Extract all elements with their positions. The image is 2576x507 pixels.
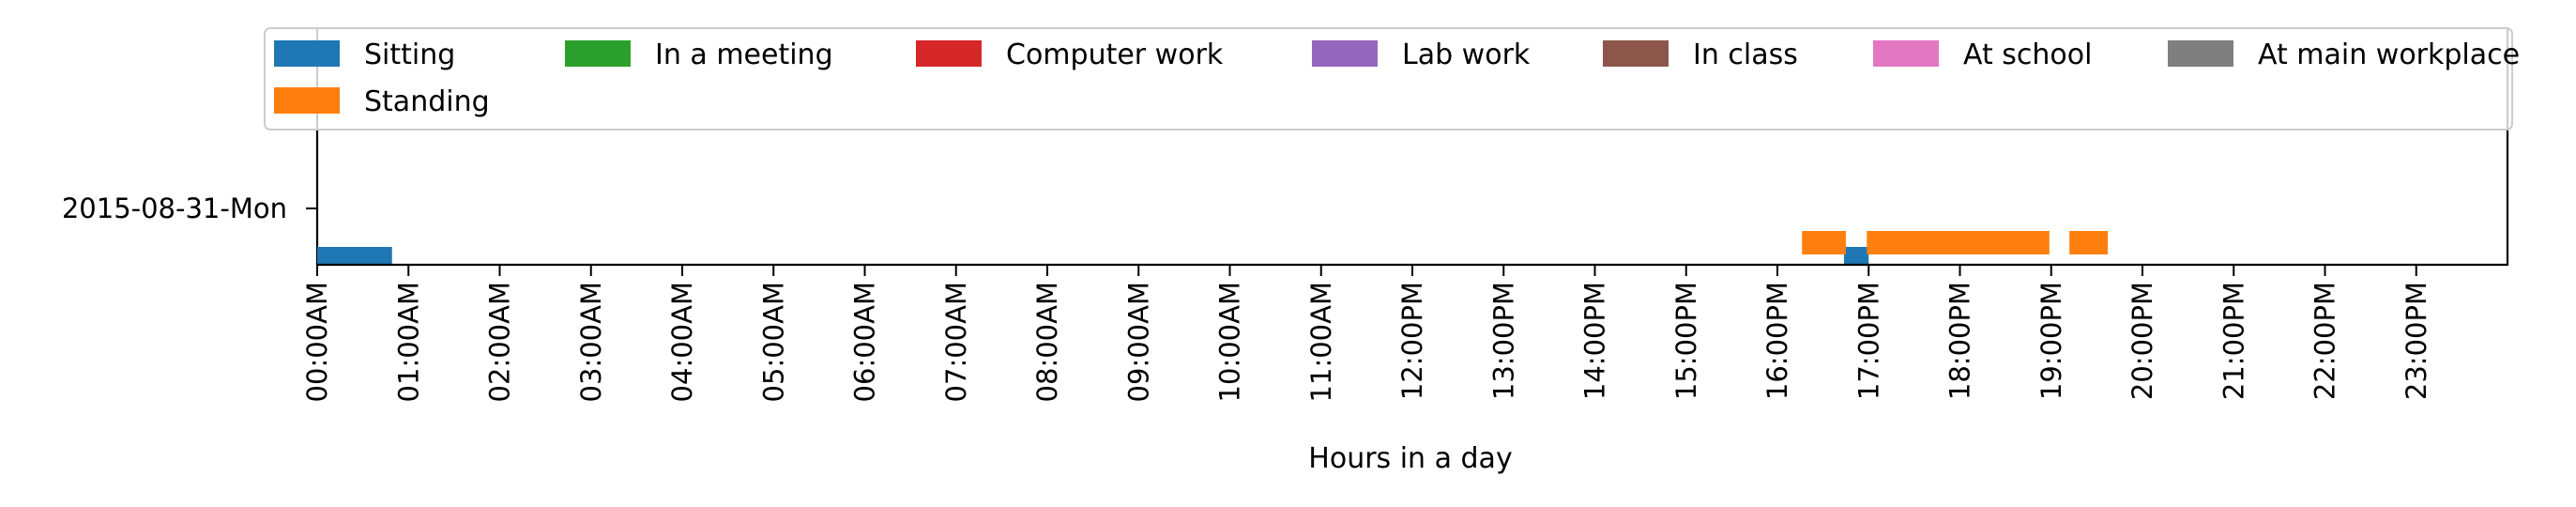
x-tick-label: 07:00AM: [940, 282, 972, 402]
x-tick-label: 21:00PM: [2218, 282, 2249, 400]
x-tick-label: 19:00PM: [2035, 282, 2067, 400]
x-tick-label: 22:00PM: [2309, 282, 2341, 400]
x-tick-label: 11:00AM: [1305, 282, 1337, 402]
x-tick-label: 17:00PM: [1852, 282, 1884, 400]
x-tick-label: 09:00AM: [1122, 282, 1154, 402]
y-tick-label: 2015-08-31-Mon: [62, 192, 287, 224]
x-tick-label: 14:00PM: [1579, 282, 1611, 400]
bar-sitting-0: [317, 247, 392, 265]
legend-swatch-in-class: [1603, 40, 1669, 67]
x-tick-label: 20:00PM: [2126, 282, 2158, 400]
x-tick-label: 03:00AM: [575, 282, 607, 402]
x-tick-label: 01:00AM: [392, 282, 424, 402]
legend-label: Computer work: [1006, 38, 1224, 71]
bar-standing-1: [1867, 231, 2050, 254]
legend-swatch-at-school: [1873, 40, 1939, 67]
bar-standing-0: [1802, 231, 1846, 254]
x-tick-label: 16:00PM: [1761, 282, 1793, 400]
x-tick-label: 10:00AM: [1214, 282, 1246, 402]
legend: Sitting In a meeting Computer work Lab work…: [264, 27, 2520, 131]
bar-standing-2: [2069, 231, 2109, 254]
legend-label: In class: [1693, 38, 1798, 71]
x-tick-label: 08:00AM: [1031, 282, 1063, 402]
x-tick-label: 00:00AM: [301, 282, 333, 402]
legend-label: Lab work: [1402, 38, 1531, 71]
legend-swatch-at-main-workplace: [2168, 40, 2233, 67]
legend-swatch-in-a-meeting: [565, 40, 631, 67]
bar-sitting-1: [1843, 247, 1869, 265]
x-tick-label: 06:00AM: [849, 282, 881, 402]
legend-swatch-computer-work: [916, 40, 982, 67]
legend-label: At main workplace: [2258, 38, 2520, 71]
x-tick-label: 04:00AM: [666, 282, 698, 402]
legend-label: Sitting: [364, 38, 455, 71]
legend-label: Standing: [364, 85, 490, 118]
legend-label: At school: [1963, 38, 2092, 71]
y-axis: 2015-08-31-Mon: [62, 192, 317, 224]
legend-box: [264, 27, 2513, 131]
legend-swatch-sitting: [274, 40, 340, 67]
x-tick-label: 02:00AM: [484, 282, 516, 402]
legend-label: In a meeting: [655, 38, 833, 71]
x-tick-label: 12:00PM: [1396, 282, 1428, 400]
x-axis-title: Hours in a day: [1308, 442, 1512, 475]
x-tick-label: 23:00PM: [2401, 282, 2432, 400]
x-tick-label: 13:00PM: [1487, 282, 1519, 400]
x-tick-label: 15:00PM: [1670, 282, 1702, 400]
legend-swatch-standing: [274, 87, 340, 114]
x-tick-label: 05:00AM: [757, 282, 789, 402]
x-axis: 00:00AM 01:00AM 02:00AM 03:00AM 04:00AM 05:00…: [301, 265, 2432, 402]
legend-swatch-lab-work: [1312, 40, 1378, 67]
x-tick-label: 18:00PM: [1944, 282, 1976, 400]
